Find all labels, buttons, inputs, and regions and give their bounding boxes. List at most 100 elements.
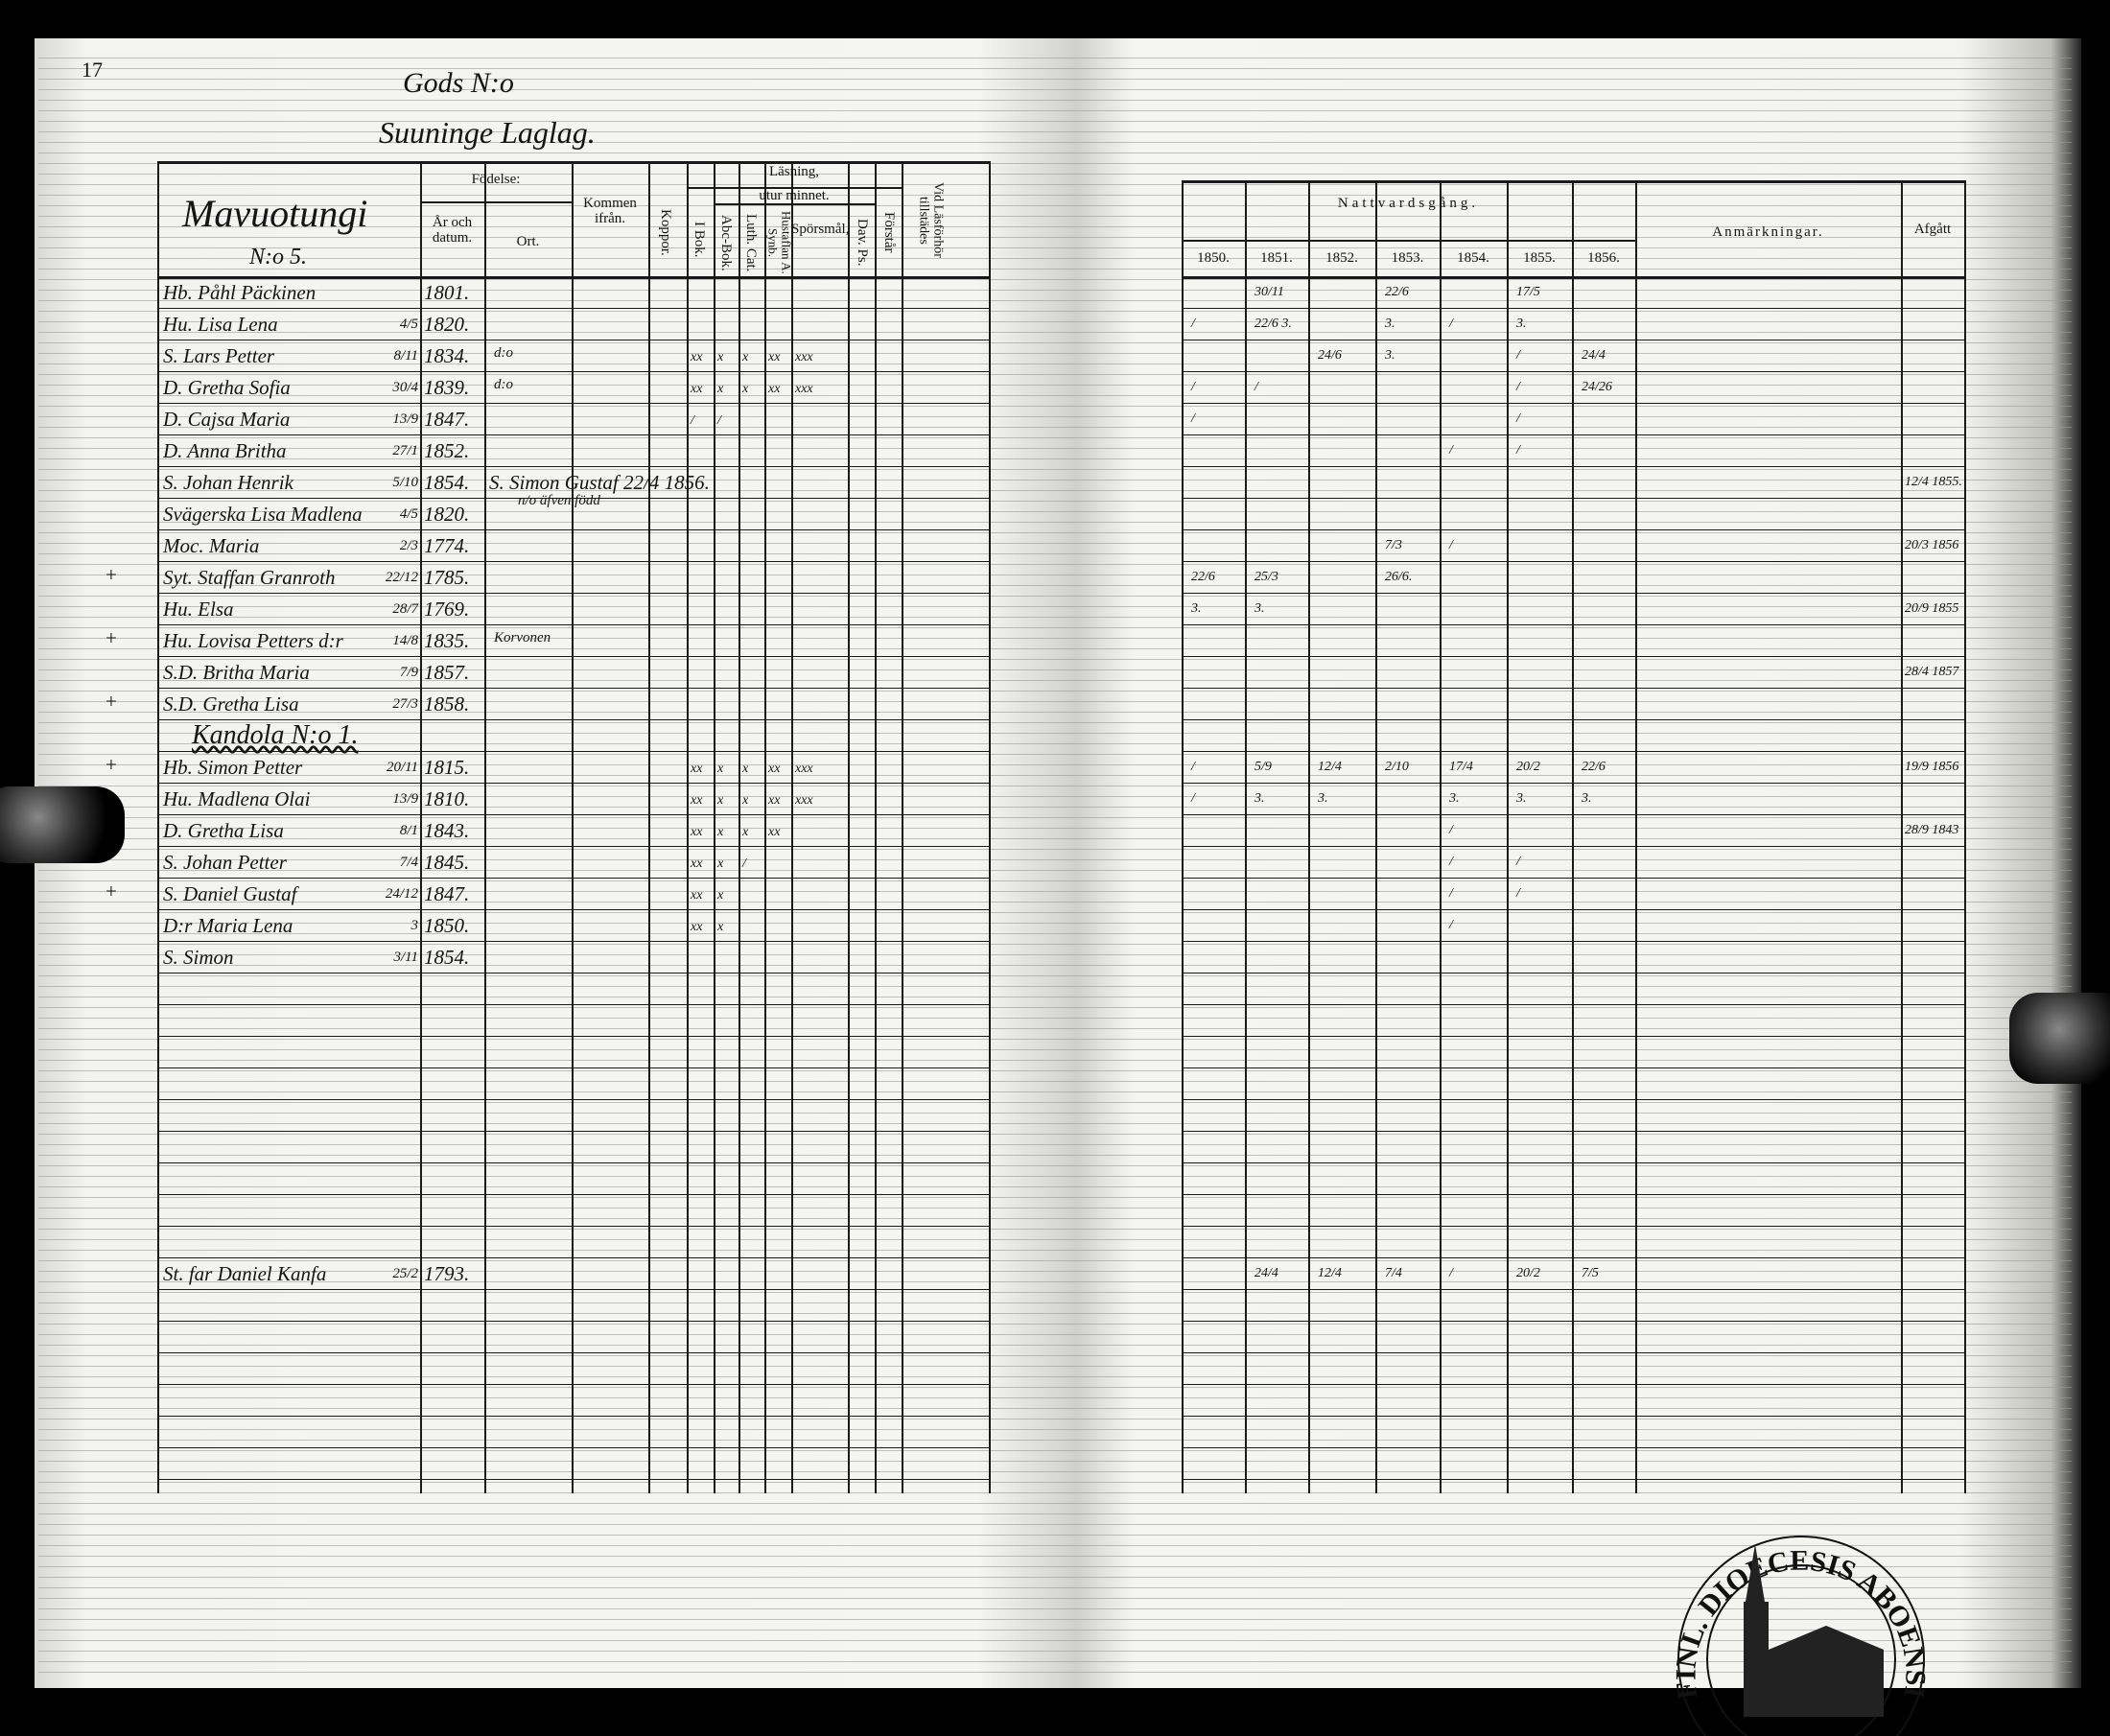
communion-mark: / bbox=[1516, 348, 1520, 363]
ruled-line bbox=[38, 754, 2072, 755]
person-name: S. Johan Henrik bbox=[163, 471, 293, 494]
communion-mark: 3. bbox=[1516, 317, 1527, 331]
communion-mark: 20/2 bbox=[1516, 1266, 1540, 1280]
communion-mark: / bbox=[1449, 443, 1453, 457]
row-line bbox=[157, 973, 989, 974]
row-line bbox=[157, 1352, 989, 1353]
title-line2: Suuninge Laglag. bbox=[379, 115, 596, 150]
person-name: D. Gretha Lisa bbox=[163, 819, 284, 842]
row-line bbox=[157, 466, 989, 467]
ruled-line bbox=[38, 1324, 2072, 1325]
person-name: S. Daniel Gustaf bbox=[163, 882, 297, 905]
birth-year: 1774. bbox=[424, 534, 470, 557]
birth-year: 1769. bbox=[424, 598, 470, 621]
ruled-line bbox=[38, 1376, 2072, 1377]
ruled-line bbox=[38, 1461, 2072, 1462]
ruled-line bbox=[38, 311, 2072, 312]
ruled-line bbox=[38, 290, 2072, 291]
communion-mark: / bbox=[1516, 380, 1520, 394]
birth-day-month: 4/5 bbox=[399, 317, 418, 332]
ruled-line bbox=[38, 891, 2072, 892]
ruled-line bbox=[38, 1482, 2072, 1483]
row-line bbox=[1182, 909, 1964, 910]
birth-year: 1854. bbox=[424, 471, 470, 494]
column-line bbox=[902, 161, 903, 1493]
row-line bbox=[157, 403, 989, 404]
row-line bbox=[1182, 1162, 1964, 1163]
row-line bbox=[1182, 941, 1964, 942]
header-year: 1854. bbox=[1457, 250, 1489, 266]
communion-mark: 3. bbox=[1191, 601, 1202, 616]
communion-mark: / bbox=[1191, 411, 1195, 426]
birth-year: 1852. bbox=[424, 439, 470, 462]
birth-day-month: 27/3 bbox=[392, 696, 418, 712]
header-year: 1850. bbox=[1197, 250, 1230, 266]
ruled-line bbox=[38, 427, 2072, 428]
reading-mark: xx bbox=[768, 793, 781, 808]
communion-mark: 3. bbox=[1516, 791, 1527, 806]
ruled-line bbox=[38, 1313, 2072, 1314]
birth-year: 1820. bbox=[424, 313, 470, 336]
person-name: D. Anna Britha bbox=[163, 439, 287, 462]
ruled-line bbox=[38, 543, 2072, 544]
reading-mark: x bbox=[742, 350, 749, 364]
ruled-line bbox=[38, 1513, 2072, 1514]
ruled-line bbox=[38, 880, 2072, 881]
row-line bbox=[157, 656, 989, 657]
header-vid-lasforhor: Vid Läsförhör tillstädes bbox=[916, 182, 946, 258]
row-line bbox=[1182, 1004, 1964, 1005]
ruled-line bbox=[38, 691, 2072, 692]
ruled-line bbox=[38, 406, 2072, 407]
birth-year: 1834. bbox=[424, 344, 470, 367]
ruled-line bbox=[38, 1672, 2072, 1673]
header-forstar: Förstår bbox=[880, 212, 897, 253]
ruled-line bbox=[38, 701, 2072, 702]
header-subline bbox=[420, 201, 572, 203]
birth-day-month: 28/7 bbox=[392, 601, 418, 617]
birth-year: 1847. bbox=[424, 882, 470, 905]
reading-mark: / bbox=[717, 413, 721, 428]
row-line bbox=[157, 498, 989, 499]
birth-day-month: 2/3 bbox=[399, 538, 418, 553]
column-line bbox=[875, 161, 877, 1493]
ruled-line bbox=[38, 1535, 2072, 1536]
margin-cross-mark: + bbox=[106, 690, 117, 713]
communion-mark: 7/3 bbox=[1385, 538, 1402, 552]
row-line bbox=[157, 909, 989, 910]
communion-mark: / bbox=[1254, 380, 1258, 394]
person-name: S.D. Gretha Lisa bbox=[163, 692, 299, 716]
row-line bbox=[157, 1194, 989, 1195]
header-hustaflan: Hustaflan A. Synb. bbox=[765, 211, 794, 274]
person-name: D. Cajsa Maria bbox=[163, 408, 291, 431]
ruled-line bbox=[38, 216, 2072, 217]
ruled-line bbox=[38, 1239, 2072, 1240]
birth-day-month: 4/5 bbox=[399, 506, 418, 522]
ruled-line bbox=[38, 1028, 2072, 1029]
communion-mark: 22/6 bbox=[1191, 570, 1215, 584]
birth-day-month: 3/11 bbox=[393, 950, 418, 965]
row-line bbox=[1182, 1131, 1964, 1132]
reading-mark: xxx bbox=[795, 762, 813, 776]
reading-mark: xx bbox=[691, 920, 703, 934]
ruled-line bbox=[38, 923, 2072, 924]
row-line bbox=[1182, 656, 1964, 657]
page-clip bbox=[0, 786, 125, 863]
row-line bbox=[1182, 593, 1964, 594]
person-name: Hb. Simon Petter bbox=[163, 756, 303, 779]
row-line bbox=[1182, 371, 1964, 372]
ruled-line bbox=[38, 617, 2072, 618]
departure-date: 28/9 1843 bbox=[1905, 823, 1959, 837]
ruled-line bbox=[38, 258, 2072, 259]
column-line bbox=[1375, 180, 1377, 1493]
row-line bbox=[1182, 498, 1964, 499]
reading-mark: xx bbox=[768, 762, 781, 776]
column-line bbox=[1964, 180, 1966, 1493]
ruled-line bbox=[38, 184, 2072, 185]
column-line bbox=[989, 161, 991, 1493]
ruled-line bbox=[38, 796, 2072, 797]
column-line bbox=[1635, 180, 1637, 1493]
communion-mark: 22/6 bbox=[1385, 285, 1409, 299]
ruled-line bbox=[38, 448, 2072, 449]
birth-day-month: 22/12 bbox=[385, 570, 418, 585]
communion-mark: 17/4 bbox=[1449, 760, 1473, 774]
